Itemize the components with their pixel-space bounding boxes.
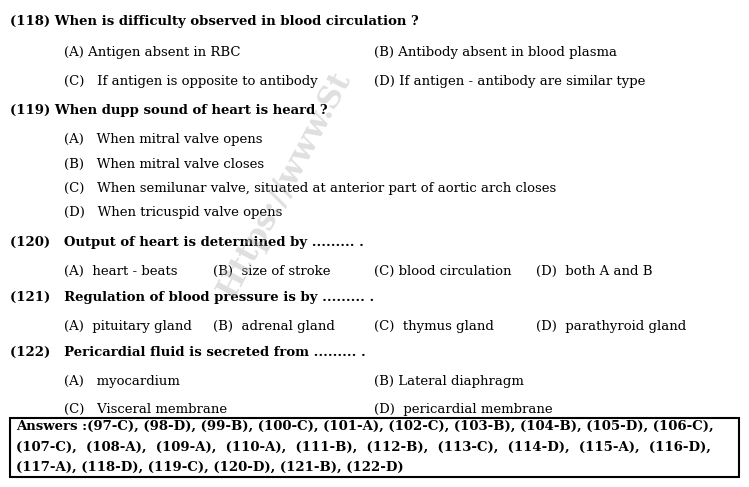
Text: Answers :(97-C), (98-D), (99-B), (100-C), (101-A), (102-C), (103-B), (104-B), (1: Answers :(97-C), (98-D), (99-B), (100-C)…: [16, 420, 714, 433]
Text: (D)  both A and B: (D) both A and B: [536, 265, 652, 278]
Text: (120)   Output of heart is determined by ......... .: (120) Output of heart is determined by .…: [10, 236, 363, 248]
Text: (D)   When tricuspid valve opens: (D) When tricuspid valve opens: [64, 206, 282, 219]
Text: (C)   Visceral membrane: (C) Visceral membrane: [64, 403, 227, 415]
Text: (D)  pericardial membrane: (D) pericardial membrane: [374, 403, 553, 415]
Text: (122)   Pericardial fluid is secreted from ......... .: (122) Pericardial fluid is secreted from…: [10, 346, 366, 358]
Text: (B) Lateral diaphragm: (B) Lateral diaphragm: [374, 375, 524, 388]
Text: (121)   Regulation of blood pressure is by ......... .: (121) Regulation of blood pressure is by…: [10, 291, 374, 303]
Text: (D)  parathyroid gland: (D) parathyroid gland: [536, 320, 686, 333]
Text: (A) Antigen absent in RBC: (A) Antigen absent in RBC: [64, 46, 240, 58]
Bar: [10, 418, 739, 477]
Text: (119) When dupp sound of heart is heard ?: (119) When dupp sound of heart is heard …: [10, 104, 327, 117]
Text: (C) blood circulation: (C) blood circulation: [374, 265, 512, 278]
Text: (D) If antigen - antibody are similar type: (D) If antigen - antibody are similar ty…: [374, 75, 646, 88]
Text: (A)  heart - beats: (A) heart - beats: [64, 265, 178, 278]
Text: (B)   When mitral valve closes: (B) When mitral valve closes: [64, 158, 264, 170]
Text: (118) When is difficulty observed in blood circulation ?: (118) When is difficulty observed in blo…: [10, 16, 419, 28]
Text: (C)   If antigen is opposite to antibody: (C) If antigen is opposite to antibody: [64, 75, 318, 88]
Text: (B)  adrenal gland: (B) adrenal gland: [213, 320, 336, 333]
Text: (A)   When mitral valve opens: (A) When mitral valve opens: [64, 133, 262, 146]
Text: (B)  size of stroke: (B) size of stroke: [213, 265, 331, 278]
Text: (117-A), (118-D), (119-C), (120-D), (121-B), (122-D): (117-A), (118-D), (119-C), (120-D), (121…: [16, 461, 404, 474]
Text: (B) Antibody absent in blood plasma: (B) Antibody absent in blood plasma: [374, 46, 617, 58]
Text: (A)  pituitary gland: (A) pituitary gland: [64, 320, 192, 333]
Text: (A)   myocardium: (A) myocardium: [64, 375, 180, 388]
Text: (C)  thymus gland: (C) thymus gland: [374, 320, 494, 333]
Text: (107-C),  (108-A),  (109-A),  (110-A),  (111-B),  (112-B),  (113-C),  (114-D),  : (107-C), (108-A), (109-A), (110-A), (111…: [16, 441, 712, 453]
Text: (C)   When semilunar valve, situated at anterior part of aortic arch closes: (C) When semilunar valve, situated at an…: [64, 182, 556, 195]
Text: Https://www.St: Https://www.St: [212, 67, 357, 303]
